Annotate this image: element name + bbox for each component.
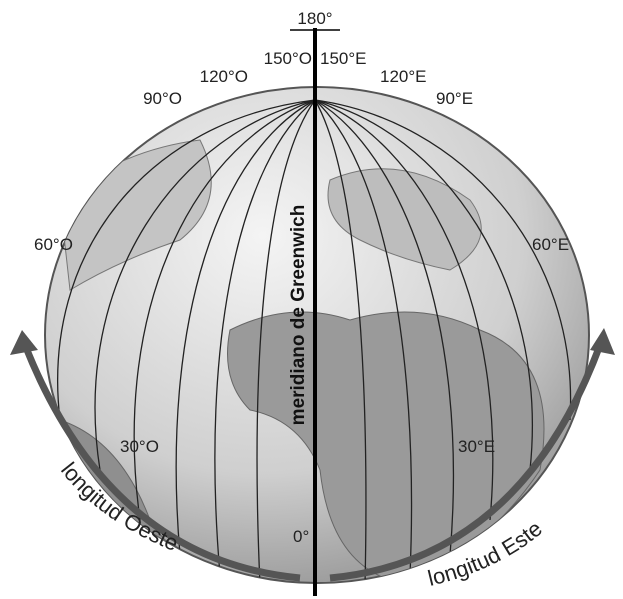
degree-label: 90°O — [143, 89, 182, 108]
degree-label: 30°O — [120, 437, 159, 456]
degree-label: 90°E — [436, 89, 473, 108]
degree-label: 150°E — [320, 49, 367, 68]
west-arrow — [21, 343, 301, 582]
east-arrowhead — [590, 328, 615, 355]
meridians — [57, 99, 572, 583]
degree-label: 0° — [293, 527, 309, 546]
east-arrow — [329, 343, 604, 582]
degree-label: 150°O — [264, 49, 312, 68]
degree-label: 60°E — [532, 235, 569, 254]
degree-label: 120°O — [200, 67, 248, 86]
degree-label: 120°E — [380, 67, 427, 86]
degree-label: 30°E — [458, 437, 495, 456]
greenwich-label: meridiano de Greenwich — [288, 205, 309, 426]
degree-label: 60°O — [34, 235, 73, 254]
west-arrowhead — [10, 330, 38, 355]
degree-label: 180° — [297, 9, 332, 28]
